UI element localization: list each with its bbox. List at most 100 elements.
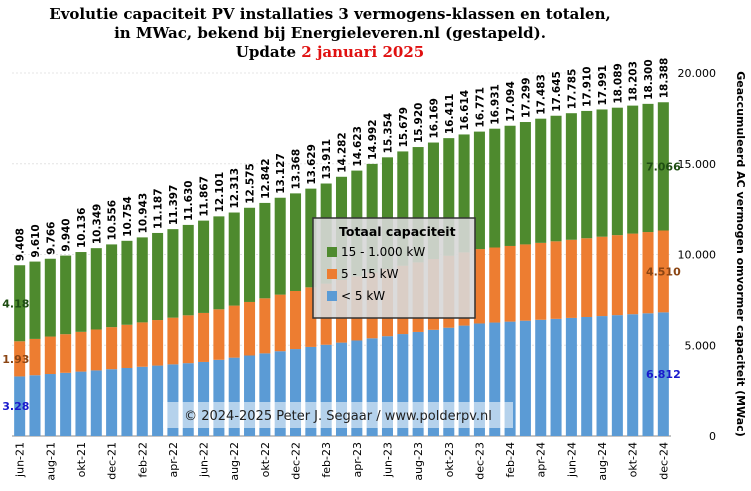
update-prefix: Update: [236, 43, 296, 61]
bar-segment: [228, 305, 240, 358]
bar-segment: [182, 315, 194, 364]
bar-segment: [90, 329, 102, 371]
bar-segment: [274, 294, 286, 352]
total-label: 17.910: [582, 66, 594, 107]
bar-segment: [121, 367, 133, 436]
bar-segment: [473, 323, 485, 436]
bar-segment: [427, 329, 439, 436]
bar-segment: [244, 301, 256, 356]
bar-segment: [167, 229, 179, 318]
bar-segment: [535, 319, 547, 436]
total-label: 10.136: [76, 208, 88, 249]
bar-segment: [259, 202, 271, 299]
bar-segment: [550, 318, 562, 436]
segment-label: 4.510: [646, 265, 681, 278]
bar-segment: [213, 309, 225, 360]
bar-segment: [519, 244, 531, 321]
total-label: 10.943: [137, 193, 149, 234]
x-tick-label: okt-24: [627, 442, 640, 477]
total-label: 12.575: [245, 163, 257, 204]
bar-segment: [535, 118, 547, 243]
bar-segment: [473, 249, 485, 324]
watermark-box: [163, 402, 513, 428]
bar-segment: [443, 327, 455, 436]
bar-segment: [167, 364, 179, 436]
segment-label: 4.189: [2, 297, 37, 310]
segment-label: 7.066: [646, 160, 681, 173]
bar-segment: [106, 244, 118, 328]
total-label: 16.931: [490, 84, 502, 125]
x-tick-label: okt-22: [259, 442, 272, 477]
bar-segment: [44, 374, 56, 436]
x-tick-label: feb-24: [504, 442, 517, 478]
bar-segment: [657, 230, 669, 313]
bar-segment: [381, 157, 393, 270]
x-tick-label: apr-24: [535, 442, 548, 478]
bar-segment: [335, 342, 348, 436]
bar-segment: [136, 237, 148, 323]
bar-segment: [60, 255, 72, 335]
bar-segment: [75, 331, 87, 372]
total-label: 17.483: [536, 74, 548, 115]
bar-segment: [504, 321, 516, 436]
segment-label: 6.812: [646, 368, 681, 381]
bar-segment: [90, 370, 102, 436]
x-tick-label: jun-24: [565, 442, 578, 478]
bar-segment: [244, 207, 256, 302]
bar-segment: [44, 336, 56, 375]
bar-segment: [596, 109, 608, 237]
total-label: 9.408: [15, 228, 27, 261]
bar-segment: [412, 147, 424, 263]
bar-segment: [182, 224, 194, 316]
bar-segment: [366, 338, 378, 436]
total-label: 18.089: [612, 63, 624, 104]
bar-segment: [611, 107, 623, 236]
bar-segment: [657, 312, 669, 436]
bar-segment: [489, 128, 501, 248]
legend-label: < 5 kW: [341, 289, 385, 303]
bar-segment: [627, 314, 639, 436]
bar-segment: [152, 365, 164, 436]
total-label: 11.867: [199, 176, 211, 217]
bar-segment: [29, 261, 41, 339]
segment-label: 3.282: [2, 400, 37, 413]
x-tick-label: feb-22: [136, 442, 149, 478]
x-tick-label: jun-23: [381, 442, 394, 478]
total-label: 10.349: [91, 204, 103, 245]
bar-segment: [290, 290, 302, 350]
bar-segment: [152, 320, 164, 366]
total-label: 17.645: [551, 71, 563, 112]
bar-segment: [627, 105, 639, 234]
bar-segment: [14, 341, 26, 377]
total-label: 18.203: [628, 61, 640, 102]
bar-segment: [458, 134, 470, 253]
x-tick-label: dec-22: [290, 442, 303, 480]
bar-segment: [198, 220, 210, 313]
x-tick-label: jun-22: [198, 442, 211, 478]
total-label: 10.556: [107, 200, 119, 241]
total-label: 16.771: [474, 87, 486, 128]
total-label: 9.766: [45, 222, 57, 255]
bar-segment: [14, 376, 26, 436]
bar-segment: [121, 324, 133, 368]
total-label: 13.629: [306, 144, 318, 185]
bar-segment: [519, 320, 531, 436]
x-tick-label: okt-21: [75, 442, 88, 477]
legend-swatch: [327, 247, 337, 257]
bar-segment: [550, 241, 562, 319]
total-label: 9.610: [30, 224, 42, 257]
total-label: 11.187: [153, 188, 165, 229]
bar-segment: [581, 316, 593, 436]
bar-segment: [581, 238, 593, 317]
legend-label: 5 - 15 kW: [341, 267, 399, 281]
bar-segment: [121, 240, 133, 325]
bar-segment: [489, 247, 501, 323]
x-tick-label: apr-22: [167, 442, 180, 478]
total-label: 16.411: [444, 94, 456, 135]
bar-segment: [581, 110, 593, 239]
bar-segment: [351, 340, 363, 436]
total-label: 14.992: [367, 119, 379, 160]
bar-segment: [397, 151, 409, 266]
bar-segment: [657, 102, 669, 231]
